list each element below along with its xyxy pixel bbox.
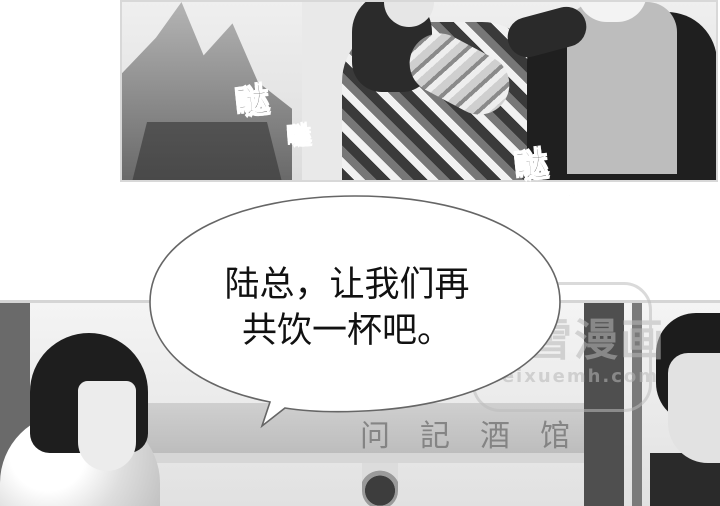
boy-chin [577, 2, 647, 22]
table-edge [140, 453, 590, 463]
speech-line: 陆总，让我们再 [224, 265, 470, 305]
top-panel [120, 0, 718, 182]
sfx-footstep: 哒 [234, 80, 271, 122]
banner-char: 酒 [480, 419, 510, 454]
plant-pot [132, 122, 282, 180]
banner-char: 馆 [540, 419, 570, 454]
sfx-footstep: 哒 [562, 183, 585, 209]
window-frame-right-inner [632, 303, 642, 506]
sfx-footstep: 哒 [513, 144, 550, 186]
window-frame-right [584, 303, 624, 506]
wine-glass [362, 463, 398, 506]
banner-char: 記 [420, 419, 450, 454]
speech-bubble-text: 陆总，让我们再 共饮一杯吧。 [182, 262, 512, 354]
man-face [668, 353, 720, 463]
speech-line: 共饮一杯吧。 [241, 311, 452, 351]
banner-char: 问 [360, 419, 390, 454]
woman-face [78, 381, 136, 471]
sfx-footstep: 哒 [287, 123, 312, 150]
